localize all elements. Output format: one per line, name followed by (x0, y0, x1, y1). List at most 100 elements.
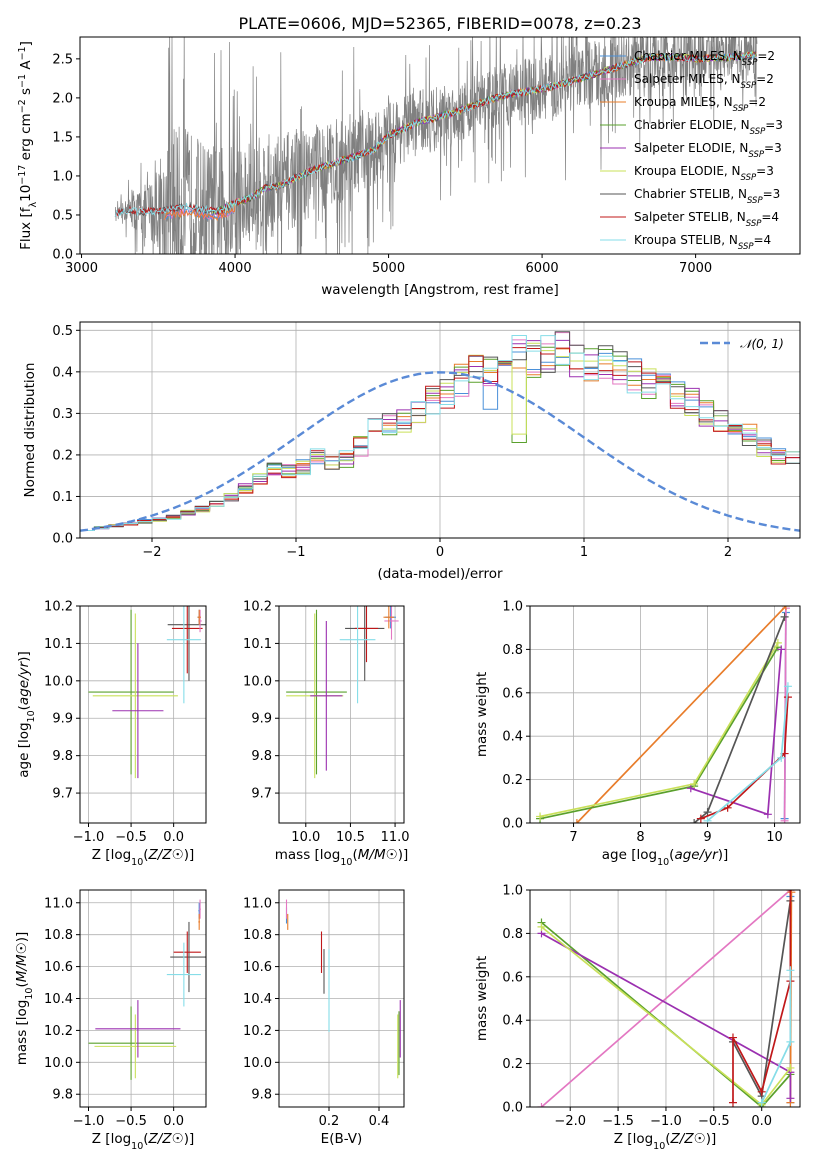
y-tick-label: 0.0 (52, 532, 73, 547)
age-vs-z-plot-area (88, 606, 206, 779)
histogram-salpeter-miles (80, 332, 800, 538)
x-tick-label: −1.5 (602, 1114, 634, 1129)
y-tick-label: 10.4 (243, 992, 272, 1007)
x-tick-label: 10.5 (336, 830, 365, 845)
y-tick-label: 0.1 (52, 490, 73, 505)
x-axis-label: Z [log10(Z/Z☉)] (92, 847, 194, 868)
x-tick-label: 2 (724, 545, 732, 560)
errorbar-chabrier-stelib (167, 606, 206, 681)
series-marker (757, 1087, 766, 1096)
age-vs-mass-plot-area (286, 606, 399, 779)
x-tick-label: −1.0 (73, 1114, 105, 1129)
legend-label: Salpeter MILES, NSSP=2 (634, 72, 774, 91)
y-tick-label: 11.0 (44, 896, 73, 911)
series-kroupa-miles (572, 606, 790, 823)
x-tick-label: −1 (286, 545, 305, 560)
errorbar-kroupa-stelib (339, 606, 376, 704)
y-axis-label: age [log10(age/yr)] (16, 651, 37, 777)
legend-label: Chabrier ELODIE, NSSP=3 (634, 118, 783, 137)
model-spectrum-kroupa-stelib (114, 51, 757, 217)
mass-vs-z-plot-area (88, 899, 206, 1080)
series-marker (786, 966, 795, 975)
x-tick-label: −0.5 (115, 830, 147, 845)
histogram-kroupa-stelib (80, 335, 800, 538)
x-tick-label: −1.0 (73, 830, 105, 845)
y-tick-label: 10.4 (44, 992, 73, 1007)
series-marker (572, 819, 581, 823)
x-tick-label: 0.4 (369, 1114, 390, 1129)
series-line (576, 606, 787, 823)
y-tick-label: 0.2 (502, 1057, 523, 1072)
x-tick-label: 0 (436, 545, 444, 560)
y-tick-label: 1.0 (502, 884, 523, 899)
series-marker (728, 1033, 737, 1042)
y-tick-label: 0.4 (502, 1014, 523, 1029)
x-tick-label: 10.0 (291, 830, 320, 845)
x-tick-label: −2 (142, 545, 161, 560)
y-tick-label: 0.2 (502, 773, 523, 788)
y-tick-label: 10.2 (44, 1024, 73, 1039)
series-chabrier-stelib (690, 612, 789, 823)
spectrum-legend: Chabrier MILES, NSSP=2 Salpeter MILES, NS… (600, 49, 783, 252)
x-tick-label: 3000 (65, 261, 98, 276)
series-marker (536, 812, 545, 821)
x-tick-label: 5000 (372, 261, 405, 276)
mass-weight-vs-z-plot-area (537, 890, 796, 1107)
errorbar-salpeter-stelib (354, 606, 379, 663)
y-axis-label: mass [log10(M/M☉)] (14, 932, 35, 1066)
y-tick-label: 10.1 (44, 637, 73, 652)
errorbar-kroupa-elodie (92, 613, 178, 779)
y-tick-label: 0.0 (52, 248, 73, 263)
series-salpeter-elodie (686, 645, 786, 819)
y-tick-label: 10.0 (243, 1056, 272, 1071)
series-marker (787, 890, 796, 897)
legend-label: Kroupa MILES, NSSP=2 (634, 95, 766, 114)
errorbar-salpeter-elodie (95, 1000, 181, 1058)
data-spectrum-line (114, 37, 758, 254)
errorbar-chabrier-elodie (286, 609, 347, 775)
mass-weight-vs-z-panel: −2.0 −1.5 −1.0 −0.5 0.0 0.0 0.2 0.4 0.6 0.8 1.0 Z [… (474, 884, 801, 1152)
x-axis-label: wavelength [Angstrom, rest frame] (321, 282, 559, 298)
errorbar-salpeter-elodie (112, 643, 164, 779)
mass-vs-ebv-panel: 0.2 0.4 9.8 10.0 10.2 10.4 10.6 10.8 11.0 E(B-V) (243, 889, 405, 1147)
age-vs-z-panel: −1.0 −0.5 0.0 9.7 9.8 9.9 10.0 10.1 10.2 Z [log10… (16, 600, 207, 868)
series-marker (723, 803, 732, 812)
series-marker (786, 1094, 795, 1103)
y-tick-label: 10.2 (44, 600, 73, 615)
plot-frame (79, 36, 801, 255)
errorbar-salpeter-stelib (171, 606, 203, 674)
y-tick-label: 9.7 (251, 787, 272, 802)
errorbar-salpeter-stelib (173, 931, 201, 973)
errorbar-chabrier-elodie (88, 609, 174, 775)
series-marker (777, 645, 786, 654)
series-marker (703, 808, 712, 817)
plot-frame (529, 605, 801, 824)
series-marker (537, 922, 546, 931)
x-tick-label: −0.5 (698, 1114, 730, 1129)
series-marker (757, 1098, 766, 1107)
y-tick-label: 0.8 (502, 643, 523, 658)
series-kroupa-stelib (703, 682, 792, 823)
y-tick-label: 10.2 (243, 1024, 272, 1039)
errorbar-chabrier-elodie (88, 1006, 174, 1080)
y-tick-label: 9.8 (52, 749, 73, 764)
y-tick-label: 1.0 (52, 169, 73, 184)
series-line (540, 890, 791, 1107)
legend-label: 𝒩(0, 1) (740, 337, 784, 351)
x-tick-label: 0.0 (751, 1114, 772, 1129)
y-tick-label: 9.8 (251, 1088, 272, 1103)
y-tick-label: 0.0 (502, 817, 523, 832)
y-tick-label: 10.8 (243, 928, 272, 943)
legend-label: Salpeter STELIB, NSSP=4 (634, 210, 779, 229)
y-tick-label: 0.4 (502, 730, 523, 745)
y-tick-label: 10.8 (44, 928, 73, 943)
errorbar-kroupa-miles (198, 913, 201, 930)
y-tick-label: 0.0 (502, 1101, 523, 1116)
y-tick-label: 1.0 (502, 600, 523, 615)
x-tick-label: −2.0 (554, 1114, 586, 1129)
x-tick-label: 0.0 (163, 830, 184, 845)
x-tick-label: −0.5 (115, 1114, 147, 1129)
y-tick-label: 9.9 (52, 712, 73, 727)
plot-frame (529, 889, 801, 1108)
